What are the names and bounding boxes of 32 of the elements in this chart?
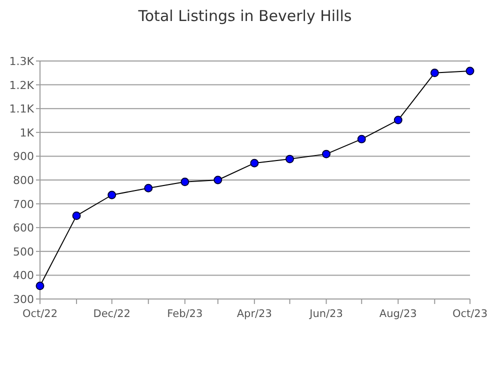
- point: [357, 134, 366, 144]
- point: [430, 68, 439, 78]
- y-tick-label: 1K: [20, 126, 35, 140]
- point: [144, 184, 153, 192]
- y-tick-label: 1.1K: [9, 102, 35, 116]
- point: [214, 176, 222, 184]
- point: [180, 178, 190, 186]
- x-tick-label: Feb/23: [167, 308, 203, 320]
- y-tick-label: 500: [13, 245, 34, 258]
- y-tick-label: 900: [13, 150, 34, 164]
- y-tick-label: 700: [13, 198, 34, 211]
- x-tick-label: Oct/22: [22, 308, 58, 320]
- point: [322, 150, 331, 158]
- point: [250, 158, 259, 168]
- point: [394, 116, 402, 124]
- point: [286, 154, 294, 164]
- x-tick-label: Apr/23: [236, 308, 272, 320]
- y-tick-label: 600: [13, 222, 34, 235]
- point: [466, 66, 474, 76]
- y-tick-label: 400: [13, 269, 34, 282]
- x-tick-label: Dec/22: [93, 308, 130, 320]
- x-tick-label: Oct/23: [452, 308, 488, 320]
- x-tick-label: Jun/23: [308, 308, 343, 320]
- point: [108, 190, 116, 200]
- chart-title: Total Listings in Beverly Hills: [137, 7, 352, 25]
- x-tick-label: Aug/23: [379, 308, 417, 320]
- y-tick-label: 300: [13, 293, 34, 306]
- y-tick-label: 1.2K: [9, 78, 35, 92]
- point: [72, 211, 81, 220]
- point: [36, 282, 44, 290]
- y-tick-label: 1.3K: [9, 55, 35, 68]
- y-tick-label: 800: [13, 174, 34, 187]
